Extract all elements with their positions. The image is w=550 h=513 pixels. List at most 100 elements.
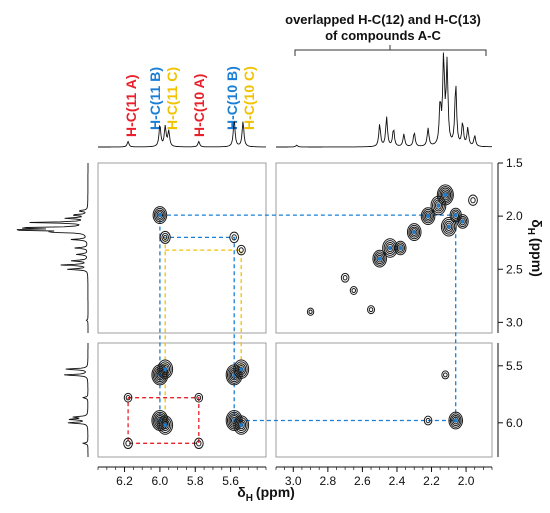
connection-lines [127,214,457,444]
x-tick-label: 3.0 [285,474,302,488]
contour-core [461,219,465,224]
contour-ring [196,395,202,401]
x-axis: 6.2 6.0 5.8 5.6 3.0 2.8 2.6 2.4 2.2 2.0 [97,466,493,488]
x-tick-label: 2.6 [354,474,371,488]
contour-ring [409,226,419,238]
cross-peak-32 [367,305,376,315]
cross-peak-0 [152,206,168,224]
y-tick-label: 6.0 [506,416,523,430]
frame-upper-right [275,162,493,334]
contour-ring [233,359,250,379]
frame-lower-left [97,342,267,458]
peak-label-h10c: H-C(10 C) [241,66,257,130]
contour-ring [430,195,447,216]
contour-ring [449,413,462,428]
contour-ring [397,244,404,252]
contour-core [239,367,243,372]
contour-ring [349,286,358,295]
contour-ring [375,253,385,265]
contour-ring [229,231,240,244]
contour-ring [425,417,431,424]
contour-ring [237,420,245,430]
contour-ring [452,211,460,219]
frame-upper-left [97,162,267,334]
contour-ring [434,201,442,210]
contour-ring [395,242,406,254]
cross-peak-30 [340,272,350,283]
contour-ring [440,189,450,201]
contour-ring [443,372,448,378]
contour-ring [163,234,168,240]
annotation-line1: overlapped H-C(12) and H-C(13) [285,12,481,27]
y-tick-label: 2.5 [506,262,523,276]
contour-ring [123,392,133,403]
x-tick-label: 2.0 [458,474,475,488]
contour-core [454,418,458,423]
cross-peak-2 [229,231,240,244]
contour-ring [448,411,464,430]
contour-ring [442,191,449,199]
y-axis-title-main: δ [529,219,545,228]
cross-peak-24 [406,223,422,241]
y-axis-title-sub: H [525,228,536,235]
x-tick-label: 2.4 [389,474,406,488]
contour-ring [423,210,433,222]
cross-peak-8 [151,410,169,432]
contour-ring [342,275,348,281]
x-tick-label: 5.6 [222,474,239,488]
contour-ring [157,359,174,379]
contour-ring [125,395,131,401]
x-tick-label: 2.8 [319,474,336,488]
x-axis-title-main: δ [237,484,246,500]
contour-core [412,230,416,235]
peak-labels: H-C(11 A) H-C(11 B) H-C(11 C) H-C(10 A) … [123,66,257,137]
y-tick-label: 1.5 [506,156,523,170]
contour-ring [161,420,169,430]
contour-ring [368,307,374,313]
y-tick-label: 2.0 [506,209,523,223]
y-axis-title-unit: (ppm) [529,238,545,277]
contour-ring [440,217,457,237]
contour-core [239,423,243,428]
annotation-group: overlapped H-C(12) and H-C(13) of compou… [285,12,487,56]
contour-ring [424,212,432,221]
contour-ring [238,247,244,254]
contour-core [388,246,392,250]
contour-ring [422,208,434,224]
contour-ring [451,415,461,427]
contour-ring [351,288,357,293]
cross-peak-15 [233,415,250,435]
contour-ring [468,194,478,206]
x-axis-title-sub: H [246,493,253,504]
cross-peak-28 [456,214,469,229]
contour-ring [340,272,350,283]
contour-ring [161,365,169,374]
contour-ring [432,197,445,214]
contour-ring [406,223,422,241]
contour-ring [193,437,204,450]
cross-peak-17 [423,415,433,426]
contour-core [163,423,167,428]
contour-ring [155,209,165,221]
peak-label-h11c: H-C(11 C) [164,67,180,130]
contour-ring [225,410,243,432]
contour-ring [457,215,468,228]
contour-ring [459,217,466,226]
cross-peak-27 [394,240,407,256]
contour-ring [306,307,315,316]
panel-frames [97,162,493,458]
contour-core [378,256,382,261]
top-projection-left [98,121,266,148]
contour-ring [161,232,169,242]
annotation-line2: of compounds A-C [325,28,441,43]
contour-core [158,213,162,218]
x-axis-title-unit: (ppm) [256,484,295,500]
contour-ring [158,361,172,378]
connection-line-1 [159,214,457,422]
annotation-bracket [294,45,487,56]
cross-peak-13 [233,359,250,379]
contour-ring [373,251,386,266]
contour-ring [233,415,250,435]
cross-peak-5 [123,437,133,450]
projections [16,52,492,457]
